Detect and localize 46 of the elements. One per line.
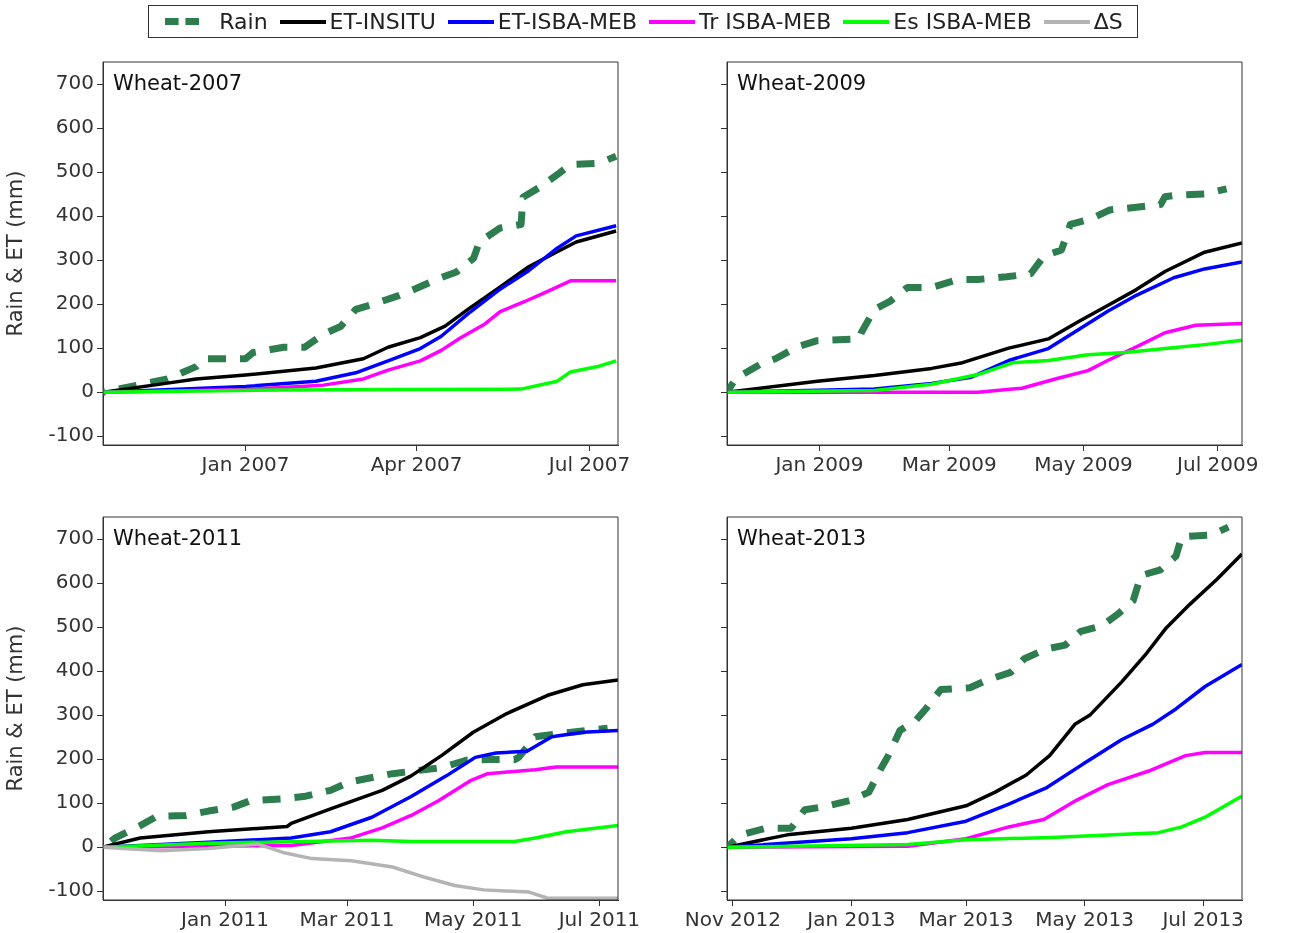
x-tick-label: Jan 2009 bbox=[773, 452, 864, 477]
x-tick-label: Apr 2007 bbox=[370, 452, 463, 477]
x-tick-label: Jan 2011 bbox=[178, 907, 270, 932]
x-tick-label: Jul 2011 bbox=[556, 907, 641, 932]
y-tick-label: -100 bbox=[48, 422, 94, 447]
y-tick-label: 400 bbox=[55, 202, 94, 227]
y-axis-title: Rain & ET (mm) bbox=[3, 625, 28, 792]
chart-title: Wheat-2009 bbox=[737, 70, 867, 95]
x-tick-label: Mar 2009 bbox=[901, 452, 997, 477]
y-tick-label: 600 bbox=[55, 114, 94, 139]
x-tick-label: Jul 2013 bbox=[1160, 907, 1244, 932]
y-tick-label: 100 bbox=[55, 334, 94, 359]
y-tick-label: 300 bbox=[55, 701, 94, 726]
y-tick-label: 700 bbox=[55, 70, 94, 95]
y-axis-title: Rain & ET (mm) bbox=[3, 170, 28, 337]
chart-title: Wheat-2011 bbox=[113, 525, 243, 550]
x-tick-label: May 2011 bbox=[423, 907, 523, 932]
x-tick-label: May 2013 bbox=[1035, 907, 1134, 932]
legend-label: ΔS bbox=[1093, 9, 1123, 34]
y-tick-label: 300 bbox=[55, 246, 94, 271]
chart-title: Wheat-2007 bbox=[113, 70, 243, 95]
x-tick-label: Mar 2013 bbox=[918, 907, 1014, 932]
legend-label: ET-ISBA-MEB bbox=[497, 9, 638, 34]
y-tick-label: 0 bbox=[81, 833, 94, 858]
y-tick-label: 200 bbox=[55, 745, 94, 770]
y-tick-label: 100 bbox=[55, 789, 94, 814]
x-tick-label: Jan 2007 bbox=[199, 452, 290, 477]
y-tick-label: 500 bbox=[55, 613, 94, 638]
y-tick-label: 0 bbox=[81, 378, 94, 403]
y-tick-label: 700 bbox=[55, 525, 94, 550]
y-tick-label: 600 bbox=[55, 569, 94, 594]
legend-label: Es ISBA-MEB bbox=[893, 9, 1032, 34]
y-tick-label: 200 bbox=[55, 290, 94, 315]
y-tick-label: 500 bbox=[55, 158, 94, 183]
x-tick-label: Jul 2009 bbox=[1175, 452, 1259, 477]
x-tick-label: May 2009 bbox=[1034, 452, 1133, 477]
legend-label: Rain bbox=[219, 9, 268, 34]
legend-label: Tr ISBA-MEB bbox=[699, 9, 832, 34]
y-tick-label: -100 bbox=[48, 877, 94, 902]
chart-title: Wheat-2013 bbox=[737, 525, 867, 550]
x-tick-label: Nov 2012 bbox=[684, 907, 781, 932]
x-tick-label: Jul 2007 bbox=[546, 452, 631, 477]
x-tick-label: Jan 2013 bbox=[805, 907, 896, 932]
y-tick-label: 400 bbox=[55, 657, 94, 682]
x-tick-label: Mar 2011 bbox=[299, 907, 395, 932]
legend-label: ET-INSITU bbox=[329, 9, 436, 34]
